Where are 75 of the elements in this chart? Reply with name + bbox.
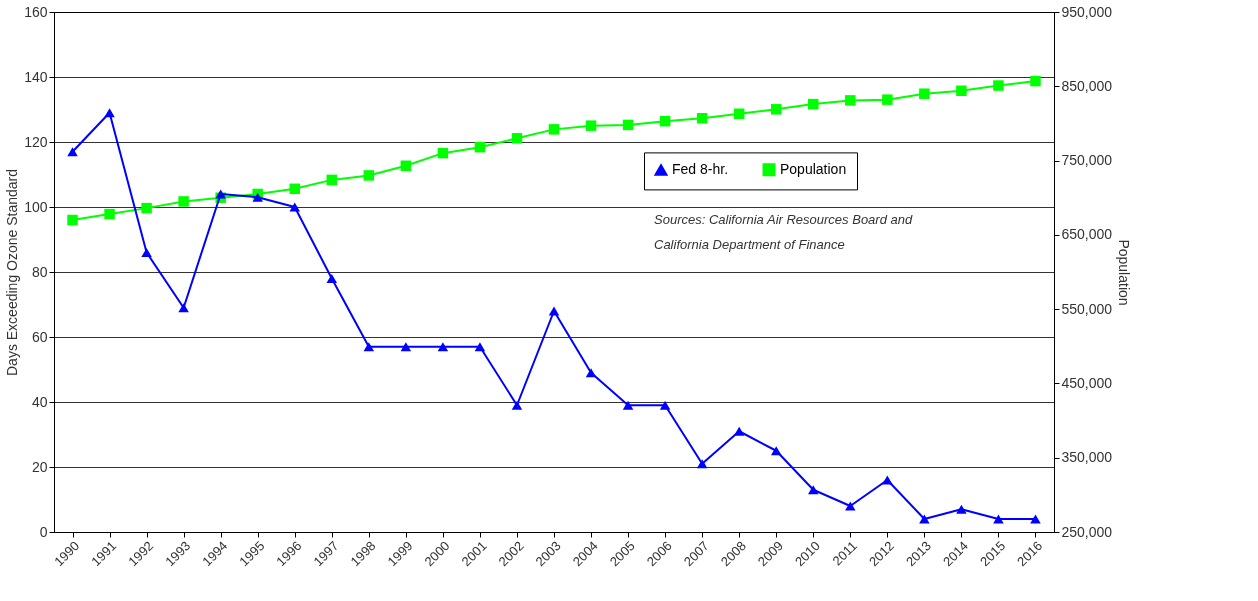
- point: [400, 160, 412, 172]
- point: [993, 80, 1004, 91]
- y-tick-label: 160: [24, 3, 48, 20]
- annotation: Sources: California Air Resources Board and: [654, 212, 913, 227]
- y2-tick-label: 950,000: [1061, 3, 1113, 20]
- y-tick-label: 60: [31, 328, 48, 345]
- point: [956, 504, 967, 514]
- point: [400, 342, 412, 352]
- legend-label: Population: [780, 160, 847, 177]
- point: [1030, 514, 1041, 524]
- y2-tick-label: 550,000: [1061, 300, 1113, 317]
- point: [141, 202, 152, 214]
- point: [67, 214, 78, 226]
- point: [511, 400, 523, 410]
- point: [659, 115, 671, 127]
- point: [956, 85, 967, 96]
- point: [141, 247, 152, 258]
- y2-tick-label: 350,000: [1061, 449, 1113, 466]
- point: [1030, 75, 1041, 87]
- y2-tick-label: 650,000: [1061, 226, 1113, 243]
- point: [770, 446, 782, 456]
- y-tick-label: 140: [24, 68, 48, 85]
- point: [919, 514, 930, 524]
- point: [326, 174, 338, 186]
- point: [548, 306, 560, 316]
- point: [808, 98, 819, 110]
- point: [437, 342, 449, 352]
- y2-axis-title: Population: [1116, 239, 1133, 306]
- y-tick-label: 80: [31, 263, 48, 280]
- y-tick-label: 100: [24, 198, 48, 215]
- y2-tick-label: 850,000: [1061, 77, 1113, 94]
- point: [104, 108, 115, 118]
- point: [993, 514, 1004, 524]
- y2-tick-label: 450,000: [1061, 374, 1113, 391]
- point: [808, 485, 819, 495]
- point: [511, 133, 523, 144]
- point: [733, 426, 745, 436]
- point: [289, 183, 300, 195]
- point: [252, 192, 263, 202]
- point: [659, 400, 671, 410]
- point: [733, 108, 745, 120]
- point: [696, 459, 708, 469]
- y-axis-title: Days Exceeding Ozone Standard: [4, 168, 21, 377]
- point: [585, 368, 597, 378]
- point: [363, 170, 375, 181]
- point: [548, 124, 560, 135]
- point: [622, 400, 634, 410]
- point: [622, 119, 634, 131]
- y2-tick-label: 250,000: [1061, 523, 1113, 540]
- point: [474, 141, 486, 153]
- point: [67, 147, 78, 157]
- point: [215, 189, 226, 199]
- legend-label: Fed 8-hr.: [672, 161, 729, 178]
- point: [882, 94, 893, 105]
- point: [474, 342, 486, 352]
- point: [326, 273, 338, 284]
- y-tick-label: 0: [39, 523, 48, 540]
- y-tick-label: 40: [31, 393, 48, 410]
- point: [437, 147, 449, 159]
- point: [585, 120, 597, 131]
- y2-tick-label: 750,000: [1061, 152, 1113, 169]
- point: [178, 303, 189, 313]
- point: [770, 104, 782, 115]
- annotation: California Department of Finance: [654, 237, 845, 252]
- y-tick-label: 120: [24, 133, 48, 150]
- point: [289, 202, 300, 212]
- point: [696, 112, 708, 124]
- point: [845, 501, 856, 511]
- point: [882, 475, 893, 485]
- point: [363, 342, 375, 352]
- point: [919, 88, 930, 99]
- point: [104, 208, 115, 220]
- point: [845, 95, 856, 106]
- point: [178, 196, 189, 207]
- y-tick-label: 20: [31, 458, 48, 475]
